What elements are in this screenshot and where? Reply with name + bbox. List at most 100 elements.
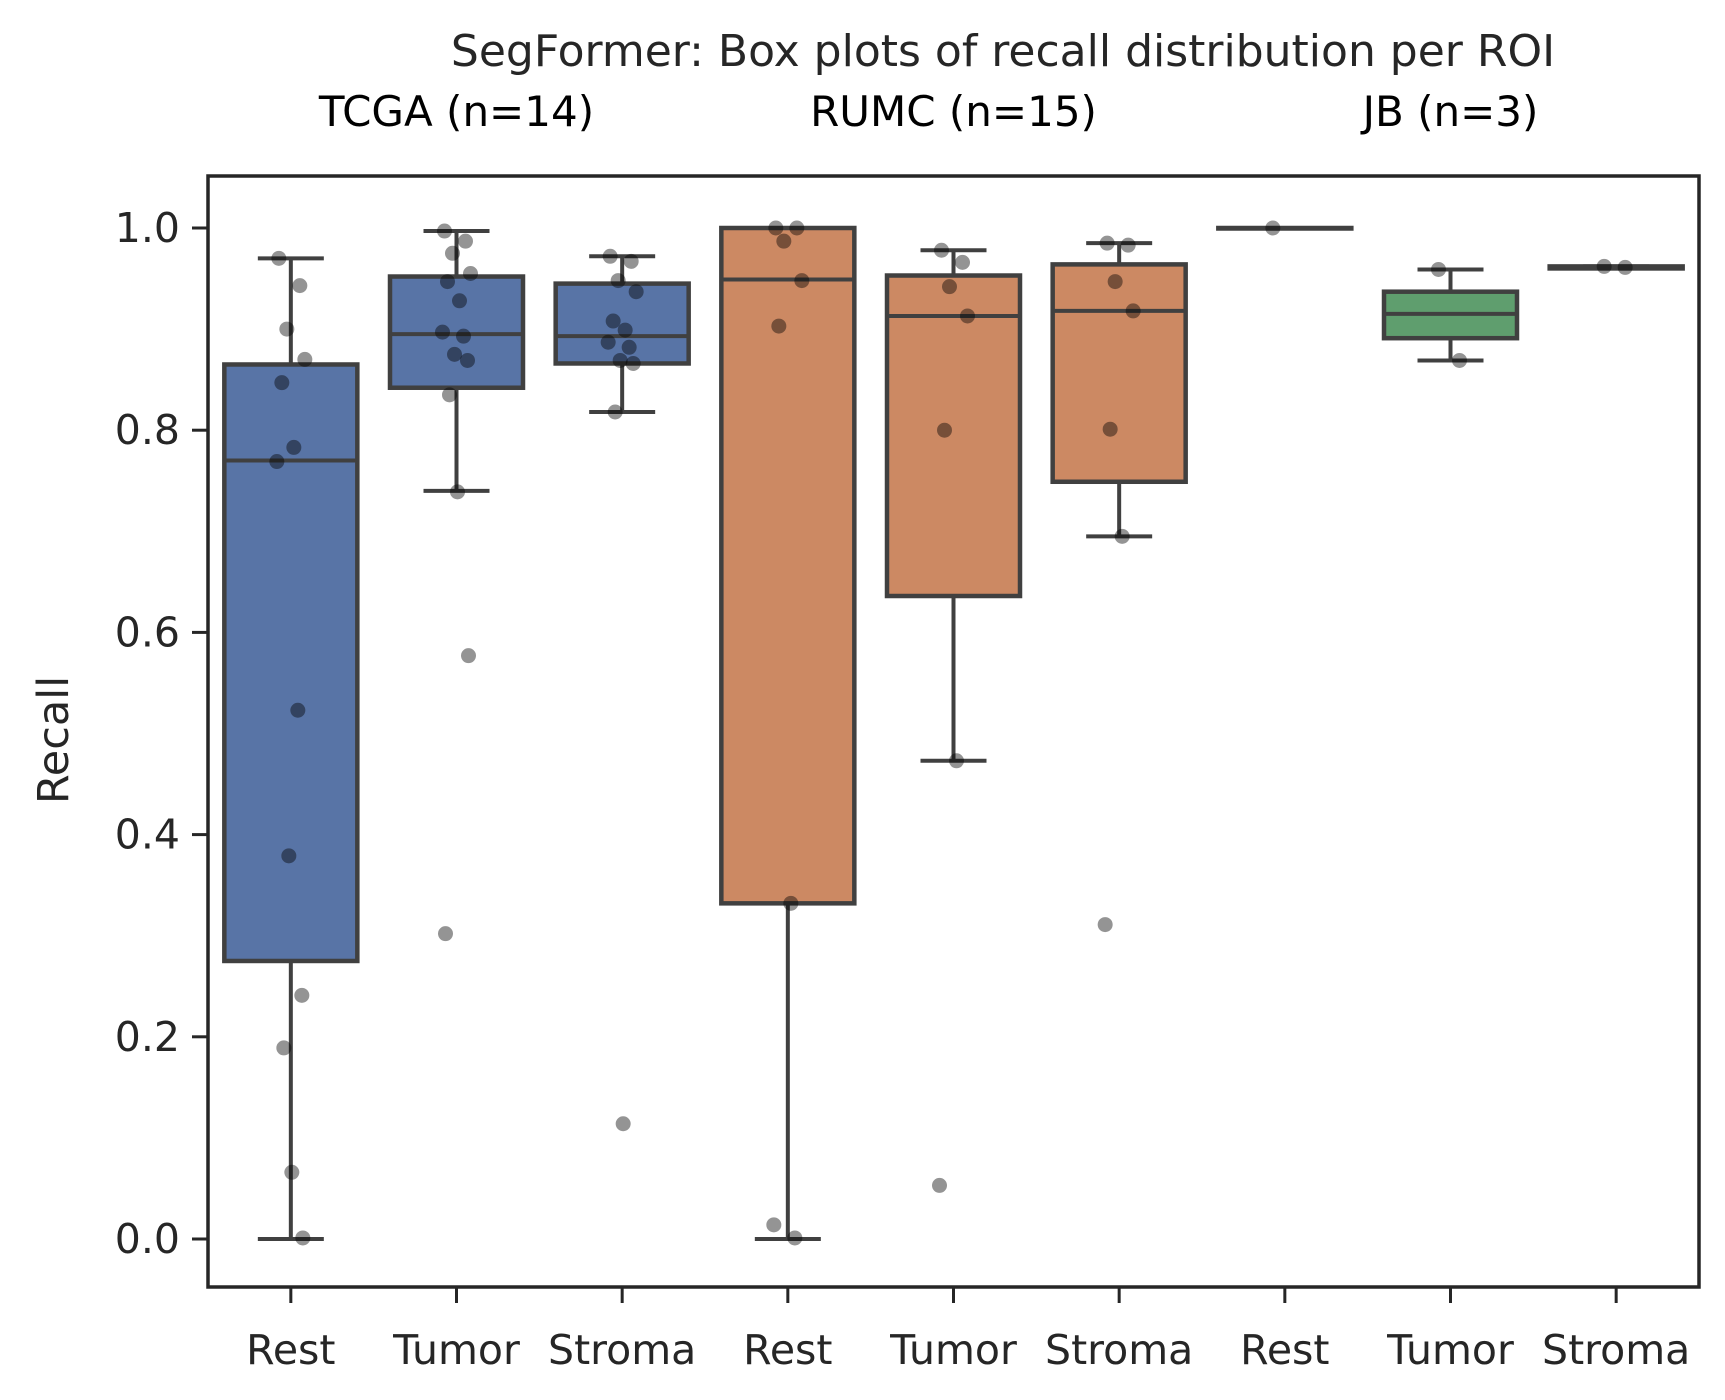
y-tick-label: 0.2 — [115, 1013, 180, 1061]
data-point — [1097, 917, 1113, 933]
data-point — [610, 273, 626, 289]
x-tick-label: Tumor — [1386, 1326, 1514, 1374]
x-axis: Rest Tumor Stroma Rest Tumor Stroma Rest Tumor S… — [246, 1287, 1690, 1374]
data-point — [295, 1230, 311, 1246]
group-labels: TCGA (n=14) RUMC (n=15) JB (n=3) — [318, 87, 1539, 136]
data-point — [615, 1116, 631, 1132]
data-point — [771, 318, 787, 334]
x-tick-label: Stroma — [1045, 1326, 1193, 1374]
box-body — [719, 225, 857, 906]
data-point — [456, 328, 471, 344]
data-point — [271, 250, 287, 266]
data-point — [292, 278, 308, 294]
chart-title: SegFormer: Box plots of recall distribut… — [451, 26, 1555, 77]
box-tcga-tumor — [387, 223, 526, 942]
box-body — [553, 281, 691, 366]
data-point — [766, 1217, 782, 1233]
y-tick-label: 0.6 — [115, 608, 180, 656]
data-point — [279, 321, 295, 337]
plot-area — [222, 220, 1685, 1246]
box-body — [884, 273, 1023, 599]
data-point — [625, 355, 641, 371]
data-point — [1099, 235, 1115, 251]
data-point — [602, 248, 618, 264]
data-point — [600, 334, 616, 350]
data-point — [942, 279, 957, 295]
data-point — [438, 926, 453, 942]
data-point — [1114, 528, 1130, 544]
data-point — [445, 245, 460, 261]
group-label: RUMC (n=15) — [810, 87, 1097, 136]
data-point — [1125, 303, 1141, 319]
data-point — [605, 313, 621, 329]
data-point — [1617, 259, 1633, 275]
x-tick-label: Stroma — [1542, 1326, 1690, 1374]
data-point — [458, 233, 473, 249]
data-point — [463, 265, 478, 281]
box-jb-stroma — [1547, 258, 1685, 275]
data-point — [617, 322, 633, 338]
data-point — [286, 439, 302, 455]
x-tick-label: Tumor — [889, 1326, 1017, 1374]
data-point — [460, 352, 475, 368]
box-tcga-rest — [222, 250, 360, 1246]
data-point — [955, 254, 970, 270]
data-point — [787, 1230, 803, 1246]
y-tick-label: 0.8 — [115, 406, 180, 454]
data-point — [274, 375, 290, 391]
data-point — [447, 346, 462, 362]
y-axis: 0.0 0.2 0.4 0.6 0.8 1.0 — [115, 204, 208, 1263]
data-point — [450, 484, 465, 500]
data-point — [1596, 258, 1612, 274]
box-body — [222, 362, 360, 964]
data-point — [960, 308, 975, 324]
box-jb-tumor — [1381, 261, 1520, 368]
data-point — [442, 387, 457, 403]
data-point — [623, 253, 639, 269]
data-point — [1431, 261, 1446, 277]
data-point — [276, 1040, 292, 1056]
data-point — [607, 404, 623, 420]
group-label: TCGA (n=14) — [318, 87, 594, 136]
data-point — [768, 220, 784, 236]
y-axis-label: Recall — [29, 676, 79, 804]
group-label: JB (n=3) — [1360, 87, 1539, 136]
x-tick-label: Rest — [246, 1326, 335, 1374]
box-jb-rest — [1216, 220, 1354, 236]
data-point — [783, 895, 799, 911]
data-point — [1102, 421, 1118, 437]
data-point — [1265, 220, 1281, 236]
y-tick-label: 1.0 — [115, 204, 180, 252]
y-tick-label: 0.4 — [115, 811, 180, 859]
data-point — [297, 351, 313, 367]
data-point — [612, 352, 628, 368]
x-tick-label: Stroma — [548, 1326, 696, 1374]
y-tick-label: 0.0 — [115, 1215, 180, 1263]
data-point — [794, 273, 810, 289]
box-rumc-tumor — [884, 242, 1023, 1193]
box-tcga-stroma — [553, 248, 691, 1132]
data-point — [789, 220, 805, 236]
x-tick-label: Rest — [1240, 1326, 1329, 1374]
box-rumc-stroma — [1050, 235, 1188, 933]
data-point — [1120, 237, 1136, 253]
data-point — [290, 702, 306, 718]
data-point — [1107, 274, 1123, 290]
x-tick-label: Tumor — [392, 1326, 520, 1374]
data-point — [949, 753, 964, 769]
data-point — [269, 454, 285, 470]
data-point — [461, 648, 476, 664]
data-point — [294, 987, 310, 1003]
data-point — [628, 284, 644, 300]
box-body — [387, 274, 526, 390]
data-point — [776, 233, 792, 249]
data-point — [435, 324, 450, 340]
data-point — [932, 1177, 947, 1193]
data-point — [440, 274, 455, 290]
data-point — [437, 223, 452, 239]
data-point — [452, 293, 467, 309]
data-point — [1452, 352, 1467, 368]
data-point — [281, 848, 297, 864]
x-tick-label: Rest — [743, 1326, 832, 1374]
